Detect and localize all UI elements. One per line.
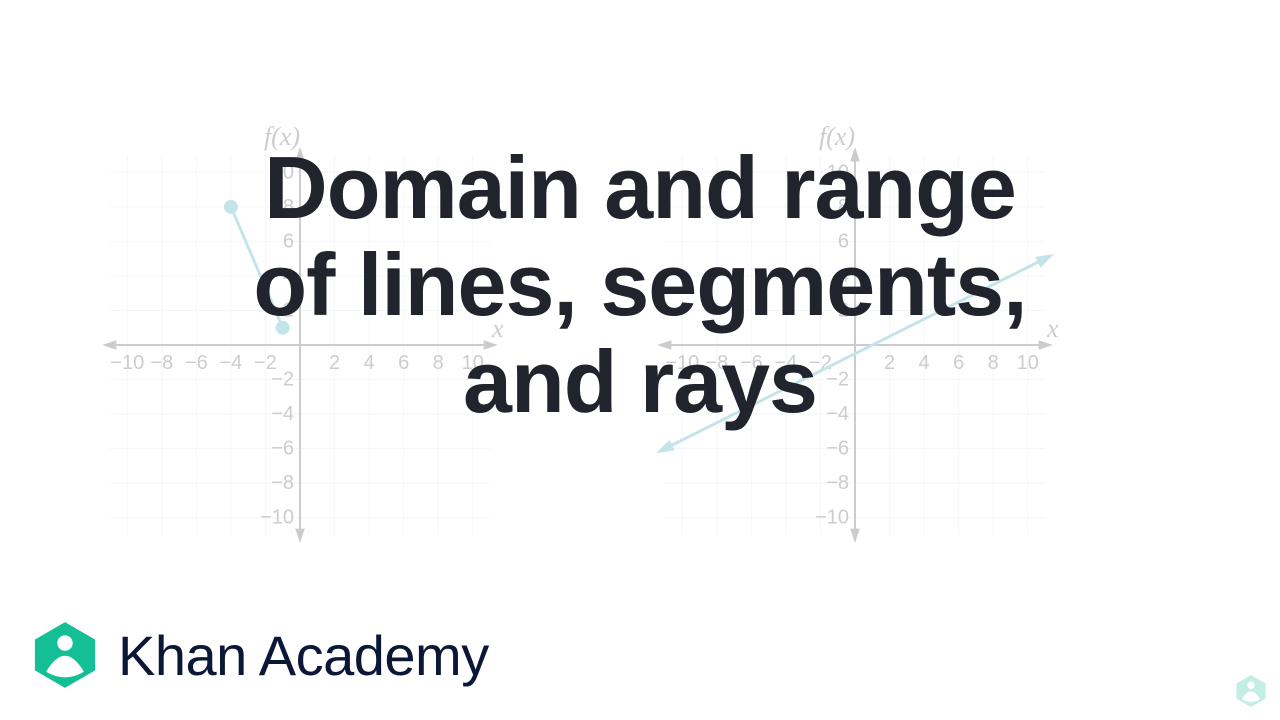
khan-logo-icon <box>30 620 100 690</box>
title-line-3: and rays <box>0 334 1280 431</box>
title-line-2: of lines, segments, <box>0 237 1280 334</box>
brand-row: Khan Academy <box>30 620 489 690</box>
svg-text:−8: −8 <box>826 472 849 494</box>
svg-text:−6: −6 <box>271 438 294 460</box>
brand-name: Khan Academy <box>118 623 489 688</box>
svg-text:−10: −10 <box>260 507 294 529</box>
page-title: Domain and range of lines, segments, and… <box>0 140 1280 430</box>
svg-text:−10: −10 <box>815 507 849 529</box>
svg-text:−6: −6 <box>826 438 849 460</box>
svg-text:−8: −8 <box>271 472 294 494</box>
corner-logo-icon <box>1234 674 1268 708</box>
title-line-1: Domain and range <box>0 140 1280 237</box>
